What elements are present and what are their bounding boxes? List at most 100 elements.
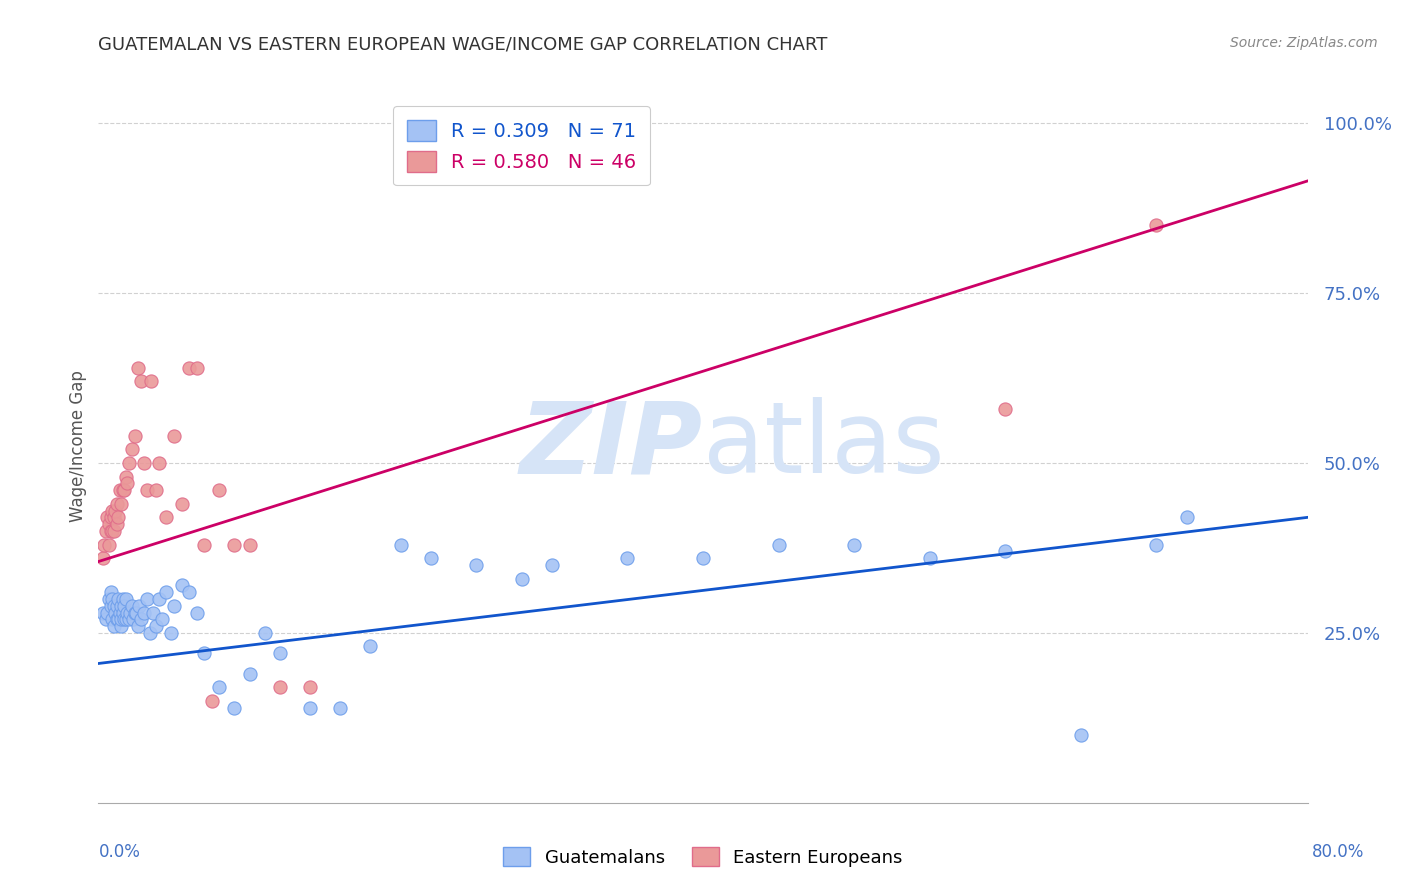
Point (193, 537, 215, 551)
Point (110, 497, 132, 511)
Point (118, 456, 141, 470)
Point (107, 612, 129, 626)
Point (114, 591, 136, 606)
Point (142, 606, 165, 620)
Point (101, 503, 124, 517)
Point (129, 612, 152, 626)
Point (994, 401, 1017, 416)
Point (186, 606, 208, 620)
Point (692, 551, 714, 566)
Point (100, 585, 122, 599)
Point (110, 599, 132, 613)
Point (768, 537, 790, 551)
Point (269, 646, 291, 660)
Point (135, 591, 157, 606)
Point (98, 517, 121, 532)
Point (98, 591, 121, 606)
Point (112, 483, 135, 498)
Point (179, 585, 201, 599)
Point (128, 599, 150, 613)
Point (170, 578, 193, 592)
Point (98, 537, 121, 551)
Point (163, 429, 186, 443)
Point (111, 591, 134, 606)
Point (141, 375, 163, 389)
Point (105, 497, 128, 511)
Point (121, 442, 143, 457)
Point (114, 469, 136, 483)
Point (112, 612, 135, 626)
Point (1070, 728, 1092, 742)
Point (107, 510, 129, 524)
Text: 80.0%: 80.0% (1312, 843, 1364, 861)
Point (155, 510, 177, 524)
Point (118, 612, 141, 626)
Point (100, 599, 122, 613)
Point (105, 517, 128, 532)
Point (120, 606, 142, 620)
Point (100, 524, 122, 538)
Point (112, 599, 135, 613)
Point (91, 551, 114, 566)
Point (253, 626, 276, 640)
Point (108, 606, 131, 620)
Point (124, 429, 146, 443)
Point (108, 483, 131, 498)
Point (465, 558, 488, 572)
Point (101, 612, 124, 626)
Point (115, 606, 138, 620)
Point (616, 551, 638, 566)
Point (103, 619, 125, 633)
Point (103, 599, 125, 613)
Point (105, 599, 128, 613)
Point (389, 537, 412, 551)
Point (121, 599, 143, 613)
Point (148, 591, 170, 606)
Point (103, 524, 125, 538)
Point (1144, 537, 1167, 551)
Point (844, 537, 866, 551)
Point (125, 606, 148, 620)
Point (201, 694, 224, 708)
Point (93, 537, 115, 551)
Point (269, 680, 291, 694)
Point (170, 497, 193, 511)
Point (239, 537, 262, 551)
Point (420, 551, 443, 566)
Point (186, 360, 208, 375)
Text: Source: ZipAtlas.com: Source: ZipAtlas.com (1230, 36, 1378, 50)
Point (1175, 510, 1198, 524)
Point (115, 476, 138, 491)
Legend: Guatemalans, Eastern Europeans: Guatemalans, Eastern Europeans (496, 840, 910, 874)
Point (110, 619, 132, 633)
Point (101, 524, 124, 538)
Point (239, 666, 262, 681)
Point (155, 585, 177, 599)
Point (94, 524, 117, 538)
Point (104, 503, 127, 517)
Point (510, 572, 533, 586)
Point (150, 612, 173, 626)
Point (139, 626, 162, 640)
Point (994, 544, 1017, 558)
Point (107, 591, 129, 606)
Point (91, 606, 114, 620)
Point (360, 640, 382, 654)
Point (329, 700, 352, 714)
Point (299, 680, 322, 694)
Point (104, 606, 127, 620)
Text: ZIP: ZIP (520, 398, 703, 494)
Point (94, 612, 117, 626)
Point (918, 551, 941, 566)
Point (208, 483, 231, 498)
Point (224, 700, 246, 714)
Point (105, 612, 128, 626)
Point (132, 606, 155, 620)
Y-axis label: Wage/Income Gap: Wage/Income Gap (69, 370, 87, 522)
Point (224, 537, 246, 551)
Point (101, 591, 124, 606)
Point (135, 483, 157, 498)
Point (179, 360, 201, 375)
Point (111, 606, 134, 620)
Legend: R = 0.309   N = 71, R = 0.580   N = 46: R = 0.309 N = 71, R = 0.580 N = 46 (394, 106, 650, 186)
